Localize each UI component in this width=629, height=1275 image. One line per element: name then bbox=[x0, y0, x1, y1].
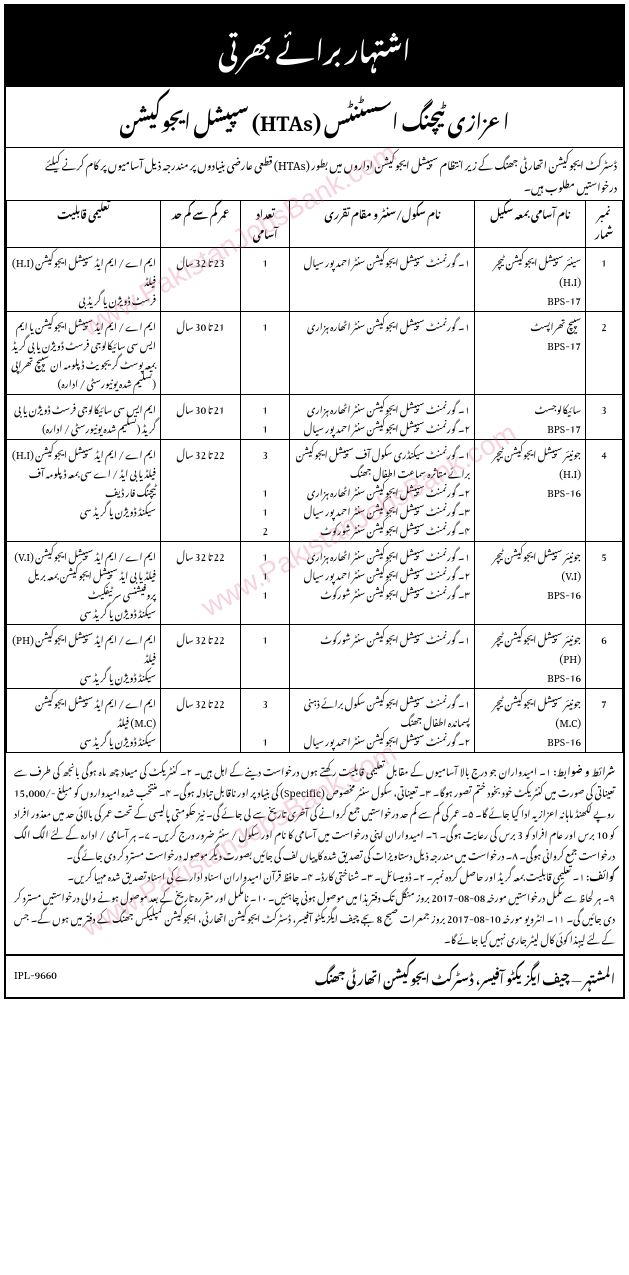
table-cell: 23 تا 32 سال bbox=[161, 247, 241, 311]
table-cell: ۱۔ گورنمنٹ سپیشل ایجوکیشن سنٹر اٹھارہ ہز… bbox=[290, 311, 475, 394]
table-header-row: نمبر شمار نام آسامی بمعہ سکیل نام سکول/س… bbox=[7, 201, 623, 248]
table-cell: ایم اے / ایم ایڈ سپیشل ایجوکیشن (V.I) فی… bbox=[7, 541, 161, 624]
table-cell: 4 bbox=[586, 439, 623, 541]
th-center: نام سکول/سنٹر و مقام تقرری bbox=[290, 201, 475, 248]
table-cell: جونیئر سپیشل ایجوکیشن ٹیچر (M.C) BPS-16 bbox=[475, 688, 586, 752]
main-title-bar: اشتہار برائے بھرتی bbox=[6, 6, 623, 87]
table-row: 6جونیئر سپیشل ایجوکیشن ٹیچر (PH) BPS-16۱… bbox=[7, 624, 623, 688]
table-cell: 5 bbox=[586, 541, 623, 624]
table-cell: 1 bbox=[586, 247, 623, 311]
table-cell: ۱۔ گورنمنٹ سپیشل ایجوکیشن سنٹر شورکوٹ bbox=[290, 624, 475, 688]
table-cell: 3 bbox=[586, 394, 623, 439]
table-cell: 3 1 1 2 bbox=[241, 439, 290, 541]
table-cell: ایم اے / ایم ایڈ سپیشل ایجوکیشن یا ایم ا… bbox=[7, 311, 161, 394]
table-cell: 1 1 1 bbox=[241, 541, 290, 624]
table-cell: ایم اے / ایم ایڈ سپیشل ایجوکیشن (H.I) فی… bbox=[7, 439, 161, 541]
table-row: 2سپیچ تھراپسٹ BPS-17۱۔ گورنمنٹ سپیشل ایج… bbox=[7, 311, 623, 394]
intro-text: ڈسٹرکٹ ایجوکیشن اتھارٹی جھنگ کے زیر انتظ… bbox=[6, 148, 623, 200]
th-qual: تعلیمی قابلیت bbox=[7, 201, 161, 248]
terms-body: ۱۔ امیدواران جو درج بالا آسامیوں کے مقاب… bbox=[14, 757, 615, 866]
table-cell: ۱۔ گورنمنٹ سپیشل ایجوکیشن سنٹر اٹھارہ ہز… bbox=[290, 541, 475, 624]
table-row: 5جونیئر سپیشل ایجوکیشن ٹیچر (V.I) BPS-16… bbox=[7, 541, 623, 624]
ipl-code: IPL-9660 bbox=[14, 960, 57, 993]
vacancy-table: نمبر شمار نام آسامی بمعہ سکیل نام سکول/س… bbox=[6, 200, 623, 753]
table-cell: سپیچ تھراپسٹ BPS-17 bbox=[475, 311, 586, 394]
table-cell: 22 تا 32 سال bbox=[161, 624, 241, 688]
table-cell: 22 تا 32 سال bbox=[161, 688, 241, 752]
table-cell: سائیکالوجسٹ BPS-17 bbox=[475, 394, 586, 439]
th-age: عمر کم سے کم حد bbox=[161, 201, 241, 248]
table-cell: 1 1 bbox=[241, 394, 290, 439]
table-cell: 3 1 bbox=[241, 688, 290, 752]
table-cell: 21 تا 30 سال bbox=[161, 311, 241, 394]
table-cell: 2 bbox=[586, 311, 623, 394]
advertisement-page: اشتہار برائے بھرتی اعزازی ٹیچنگ اسسٹنٹس … bbox=[4, 4, 625, 999]
table-cell: ۱۔ گورنمنٹ سیکنڈری سکول آف سپیشل ایجوکیش… bbox=[290, 439, 475, 541]
table-cell: 22 تا 32 سال bbox=[161, 439, 241, 541]
table-cell: سینئر سپیشل ایجوکیشن ٹیچر (H.I) BPS-17 bbox=[475, 247, 586, 311]
table-cell: ایم ایس سی سائیکالوجی فرسٹ ڈویژن یا بی گ… bbox=[7, 394, 161, 439]
table-row: 7جونیئر سپیشل ایجوکیشن ٹیچر (M.C) BPS-16… bbox=[7, 688, 623, 752]
table-cell: ۱۔ گورنمنٹ سپیشل ایجوکیشن سنٹر اٹھارہ ہز… bbox=[290, 394, 475, 439]
th-sr: نمبر شمار bbox=[586, 201, 623, 248]
table-cell: ۱۔ گورنمنٹ سپیشل ایجوکیشن سکول برائے ذہن… bbox=[290, 688, 475, 752]
table-cell: ۱۔ گورنمنٹ سپیشل ایجوکیشن سنٹر احمد پور … bbox=[290, 247, 475, 311]
table-cell: 22 تا 32 سال bbox=[161, 541, 241, 624]
table-cell: 1 bbox=[241, 311, 290, 394]
table-cell: ایم اے / ایم ایڈ سپیشل ایجوکیشن (M.C) فی… bbox=[7, 688, 161, 752]
apply-text: ۹۔ ہر لحاظ سے مکمل درخواستیں مورخہ 08-08… bbox=[14, 883, 615, 950]
table-cell: 1 bbox=[241, 247, 290, 311]
table-row: 1سینئر سپیشل ایجوکیشن ٹیچر (H.I) BPS-17۱… bbox=[7, 247, 623, 311]
table-row: 3سائیکالوجسٹ BPS-17۱۔ گورنمنٹ سپیشل ایجو… bbox=[7, 394, 623, 439]
sub-title: اعزازی ٹیچنگ اسسٹنٹس (HTAs) سپیشل ایجوکی… bbox=[6, 87, 623, 148]
table-cell: ایم اے / ایم ایڈ سپیشل ایجوکیشن (H.I) فی… bbox=[7, 247, 161, 311]
table-row: 4جونیئر سپیشل ایجوکیشن ٹیچر (H.I) BPS-16… bbox=[7, 439, 623, 541]
table-cell: 7 bbox=[586, 688, 623, 752]
terms-block: شرائط و ضوابط: ۱۔ امیدواران جو درج بالا … bbox=[6, 753, 623, 954]
signatory: المشتہر — چیف ایگزیکٹو آفیسر، ڈسٹرکٹ ایج… bbox=[315, 960, 615, 993]
table-cell: جونیئر سپیشل ایجوکیشن ٹیچر (H.I) BPS-16 bbox=[475, 439, 586, 541]
th-post: نام آسامی بمعہ سکیل bbox=[475, 201, 586, 248]
th-count: تعداد آسامی bbox=[241, 201, 290, 248]
table-cell: جونیئر سپیشل ایجوکیشن ٹیچر (V.I) BPS-16 bbox=[475, 541, 586, 624]
table-cell: 6 bbox=[586, 624, 623, 688]
table-cell: 21 تا 30 سال bbox=[161, 394, 241, 439]
footer: المشتہر — چیف ایگزیکٹو آفیسر، ڈسٹرکٹ ایج… bbox=[6, 954, 623, 997]
table-cell: ایم اے / ایم ایڈ سپیشل ایجوکیشن (PH) فیل… bbox=[7, 624, 161, 688]
table-cell: جونیئر سپیشل ایجوکیشن ٹیچر (PH) BPS-16 bbox=[475, 624, 586, 688]
table-cell: 1 bbox=[241, 624, 290, 688]
main-title: اشتہار برائے بھرتی bbox=[218, 14, 410, 79]
